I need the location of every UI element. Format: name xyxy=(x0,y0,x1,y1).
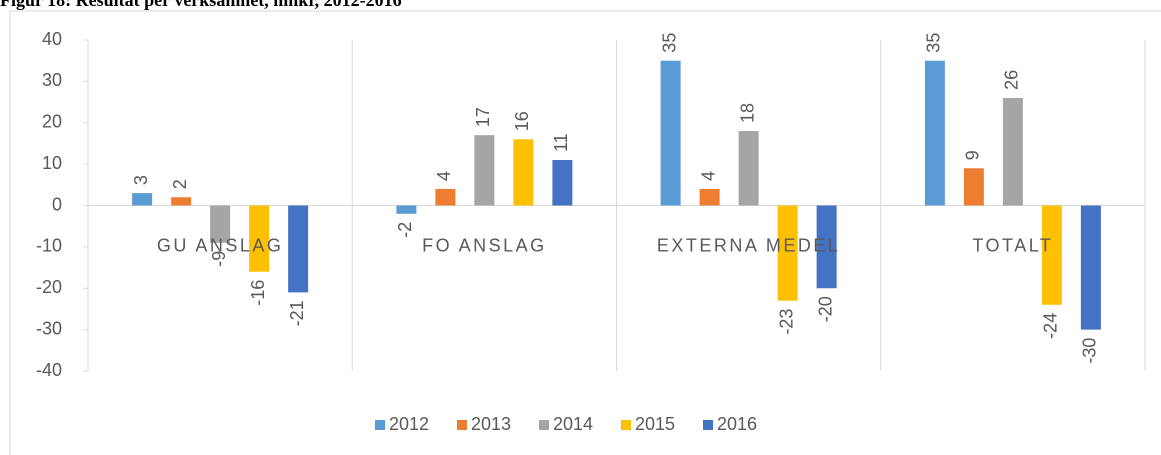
legend-label: 2015 xyxy=(635,414,675,434)
y-tick-label: 40 xyxy=(42,29,62,49)
y-tick-label: -20 xyxy=(36,277,62,297)
value-label: -21 xyxy=(287,300,307,326)
legend-swatch xyxy=(539,420,549,430)
value-label: -23 xyxy=(776,309,796,335)
value-label: 35 xyxy=(659,33,679,53)
value-label: 17 xyxy=(473,107,493,127)
legend-label: 2014 xyxy=(553,414,593,434)
x-tick-label: FO ANSLAG xyxy=(422,235,547,255)
x-tick-label: GU ANSLAG xyxy=(157,235,284,255)
value-label: -9 xyxy=(209,251,229,267)
legend-label: 2013 xyxy=(471,414,511,434)
bar xyxy=(288,205,309,293)
y-tick-label: 20 xyxy=(42,112,62,132)
bar xyxy=(660,60,681,206)
y-tick-label: 30 xyxy=(42,70,62,90)
bar xyxy=(777,205,798,301)
bar xyxy=(1002,97,1023,206)
value-label: 3 xyxy=(131,175,151,185)
legend-label: 2012 xyxy=(389,414,429,434)
bar xyxy=(738,131,759,206)
bar xyxy=(552,159,573,206)
y-tick-label: 10 xyxy=(42,153,62,173)
bar xyxy=(924,60,945,206)
chart-title: Figur 18: Resultat per verksamhet, mnkr,… xyxy=(0,0,402,10)
value-label: 26 xyxy=(1002,70,1022,90)
value-label: 16 xyxy=(512,111,532,131)
y-tick-label: -10 xyxy=(36,236,62,256)
value-label: 4 xyxy=(698,171,718,181)
value-label: -30 xyxy=(1080,338,1100,364)
value-label: 2 xyxy=(170,179,190,189)
value-label: -16 xyxy=(248,280,268,306)
legend-swatch xyxy=(457,420,467,430)
legend-swatch xyxy=(375,420,385,430)
x-tick-label: TOTALT xyxy=(972,235,1053,255)
bar xyxy=(396,205,417,214)
legend-swatch xyxy=(703,420,713,430)
y-tick-label: -30 xyxy=(36,318,62,338)
bar xyxy=(699,188,720,206)
bar xyxy=(210,205,231,243)
bar xyxy=(132,193,153,206)
value-label: -2 xyxy=(395,222,415,238)
x-tick-label: EXTERNA MEDEL xyxy=(657,235,841,255)
value-label: 11 xyxy=(551,133,571,152)
chart-border xyxy=(9,10,1161,455)
y-tick-label: 0 xyxy=(52,194,62,214)
bar xyxy=(435,188,456,206)
value-label: -24 xyxy=(1041,313,1061,339)
value-label: -20 xyxy=(815,296,835,322)
bar xyxy=(816,205,837,289)
legend-label: 2016 xyxy=(717,414,757,434)
value-label: 9 xyxy=(963,150,983,160)
value-label: 4 xyxy=(434,171,454,181)
bar xyxy=(474,135,495,206)
value-label: 35 xyxy=(924,33,944,53)
bar xyxy=(171,197,192,206)
bar xyxy=(1080,205,1101,330)
value-label: 18 xyxy=(737,103,757,123)
bar xyxy=(513,139,534,206)
bar xyxy=(1041,205,1062,305)
y-tick-label: -40 xyxy=(36,360,62,380)
bar xyxy=(249,205,270,272)
legend-swatch xyxy=(621,420,631,430)
bar xyxy=(963,168,984,206)
